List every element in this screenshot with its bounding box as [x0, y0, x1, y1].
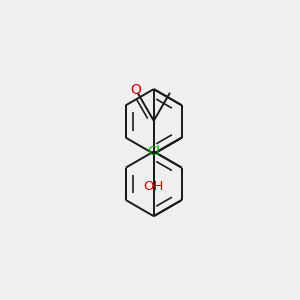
Text: OH: OH: [144, 180, 164, 193]
Text: O: O: [130, 83, 141, 97]
Text: Cl: Cl: [147, 145, 160, 158]
